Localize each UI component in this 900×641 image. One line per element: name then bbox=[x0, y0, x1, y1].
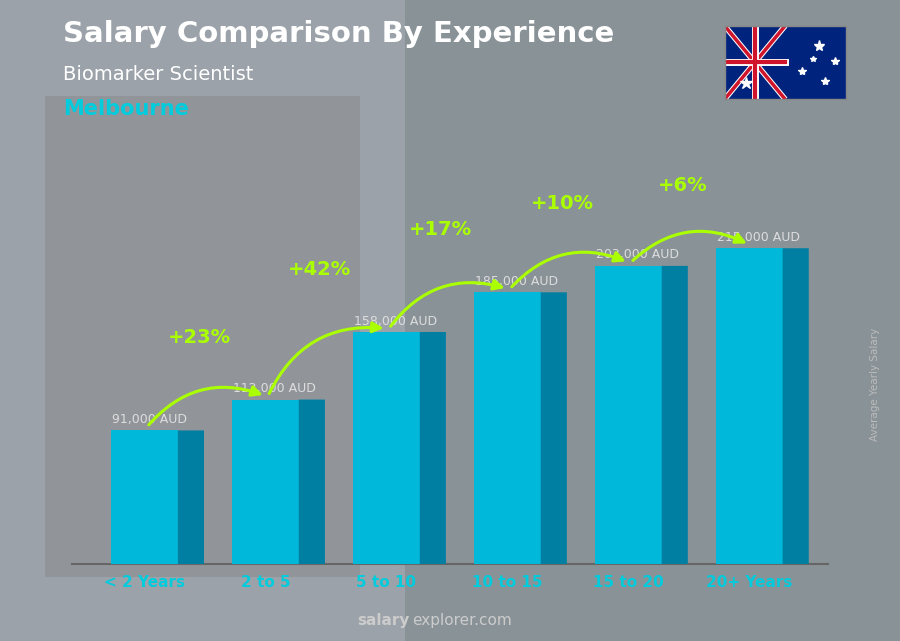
Text: Melbourne: Melbourne bbox=[63, 99, 189, 119]
Polygon shape bbox=[178, 430, 204, 564]
Polygon shape bbox=[232, 399, 299, 564]
Bar bbox=[405, 0, 900, 641]
Polygon shape bbox=[299, 399, 325, 564]
Text: +6%: +6% bbox=[658, 176, 707, 196]
Text: Average Yearly Salary: Average Yearly Salary bbox=[869, 328, 880, 441]
Polygon shape bbox=[716, 248, 783, 564]
Text: salary: salary bbox=[357, 613, 410, 628]
Polygon shape bbox=[541, 292, 567, 564]
Bar bbox=[0, 0, 405, 641]
Text: explorer.com: explorer.com bbox=[412, 613, 512, 628]
Text: 185,000 AUD: 185,000 AUD bbox=[475, 275, 558, 288]
Polygon shape bbox=[783, 248, 809, 564]
Text: 215,000 AUD: 215,000 AUD bbox=[716, 231, 800, 244]
Text: 91,000 AUD: 91,000 AUD bbox=[112, 413, 187, 426]
Bar bbox=[45, 96, 360, 577]
Text: 203,000 AUD: 203,000 AUD bbox=[596, 249, 679, 262]
Polygon shape bbox=[474, 292, 541, 564]
Polygon shape bbox=[595, 266, 662, 564]
Text: +23%: +23% bbox=[167, 328, 230, 347]
Polygon shape bbox=[419, 332, 446, 564]
Text: +10%: +10% bbox=[530, 194, 593, 213]
Text: +17%: +17% bbox=[410, 221, 472, 240]
Text: Biomarker Scientist: Biomarker Scientist bbox=[63, 65, 254, 84]
Text: +42%: +42% bbox=[288, 260, 352, 279]
Text: Salary Comparison By Experience: Salary Comparison By Experience bbox=[63, 20, 614, 47]
Text: 158,000 AUD: 158,000 AUD bbox=[354, 315, 437, 328]
Polygon shape bbox=[662, 266, 688, 564]
Polygon shape bbox=[353, 332, 419, 564]
Polygon shape bbox=[112, 430, 178, 564]
Text: 112,000 AUD: 112,000 AUD bbox=[233, 382, 316, 395]
